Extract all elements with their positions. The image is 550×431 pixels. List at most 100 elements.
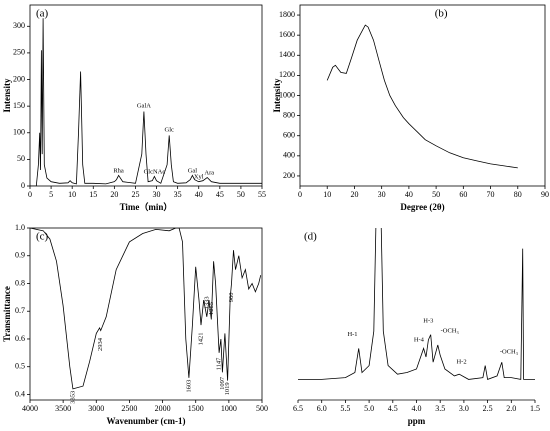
y-axis-label: Transmittance bbox=[2, 286, 12, 342]
y-tick-label: 150 bbox=[13, 101, 25, 110]
frame bbox=[299, 4, 546, 187]
x-tick-label: 1500 bbox=[188, 404, 204, 413]
x-tick-label: 35 bbox=[174, 190, 182, 199]
x-tick-label: 45 bbox=[216, 190, 224, 199]
x-tick-label: 10 bbox=[323, 190, 331, 199]
x-tick-label: 40 bbox=[195, 190, 203, 199]
y-tick-label: 1200 bbox=[279, 70, 295, 79]
y-tick-label: 0.4 bbox=[15, 389, 25, 398]
annotation: H-1 bbox=[347, 331, 357, 338]
annotation: -OCH₃ bbox=[500, 348, 518, 355]
x-tick-label: 50 bbox=[237, 190, 245, 199]
x-tick-label: 500 bbox=[256, 404, 268, 413]
x-tick-label: 40 bbox=[405, 190, 413, 199]
frame bbox=[29, 4, 263, 187]
data-line bbox=[326, 24, 518, 169]
annotation: 1097 bbox=[219, 376, 226, 390]
y-tick-label: 200 bbox=[283, 171, 295, 180]
y-tick-label: 0.9 bbox=[15, 251, 25, 260]
x-tick-label: 50 bbox=[432, 190, 440, 199]
y-axis-label: Intensity bbox=[2, 78, 12, 113]
x-tick-label: 2000 bbox=[155, 404, 171, 413]
y-tick-label: 100 bbox=[13, 128, 25, 137]
x-axis-label: Wavenumber (cm-1) bbox=[106, 416, 185, 426]
data-line bbox=[30, 18, 262, 186]
y-tick-label: 250 bbox=[13, 48, 25, 57]
x-tick-label: 20 bbox=[350, 190, 358, 199]
y-tick-label: 0 bbox=[21, 181, 25, 190]
annotation: 1603 bbox=[185, 380, 192, 393]
x-tick-label: 55 bbox=[258, 190, 266, 199]
annotation: H-2 bbox=[456, 359, 466, 366]
x-tick-label: 5 bbox=[49, 190, 53, 199]
y-tick-label: 0.5 bbox=[15, 362, 25, 371]
y-tick-label: 50 bbox=[17, 154, 25, 163]
annotation: GalA bbox=[137, 103, 151, 110]
plot-area bbox=[326, 24, 518, 169]
x-tick-label: 2500 bbox=[121, 404, 137, 413]
annotation: Xyl bbox=[194, 173, 204, 180]
panel-label: (b) bbox=[435, 8, 448, 20]
annotation: Ara bbox=[204, 170, 214, 177]
y-tick-label: 0.6 bbox=[15, 334, 25, 343]
annotation: 2934 bbox=[97, 337, 104, 351]
x-tick-label: 15 bbox=[89, 190, 97, 199]
x-tick-label: 90 bbox=[541, 190, 549, 199]
annotation: GlcNAc bbox=[144, 169, 166, 176]
x-tick-label: 0 bbox=[28, 190, 32, 199]
plot-area bbox=[30, 18, 262, 186]
y-tick-label: 1.0 bbox=[15, 223, 25, 232]
plot-area bbox=[298, 228, 535, 380]
x-axis-label: ppm bbox=[408, 416, 426, 426]
x-tick-label: 1.5 bbox=[530, 404, 540, 413]
y-tick-label: 400 bbox=[283, 151, 295, 160]
annotation: 1019 bbox=[224, 382, 231, 395]
x-tick-label: 3500 bbox=[55, 404, 71, 413]
y-axis-label: Intensity bbox=[272, 78, 282, 113]
y-tick-label: 1000 bbox=[279, 90, 295, 99]
y-tick-label: 200 bbox=[13, 74, 25, 83]
x-tick-label: 5.0 bbox=[364, 404, 374, 413]
annotation: H-4 bbox=[414, 336, 425, 343]
x-tick-label: 4.0 bbox=[412, 404, 422, 413]
plot-area bbox=[30, 228, 262, 390]
panel-label: (c) bbox=[36, 231, 49, 243]
y-tick-label: 1600 bbox=[279, 30, 295, 39]
annotation: 1147 bbox=[216, 357, 223, 371]
annotation: -OCH₃ bbox=[441, 328, 459, 335]
annotation: 1421 bbox=[197, 332, 204, 345]
annotation: Gal bbox=[188, 168, 198, 175]
annotation: 1265 bbox=[208, 302, 215, 315]
x-axis-label: Degree (2θ) bbox=[400, 202, 444, 212]
panel-label: (a) bbox=[36, 8, 49, 20]
annotation: H-3 bbox=[423, 317, 433, 324]
x-tick-label: 30 bbox=[378, 190, 386, 199]
x-tick-label: 80 bbox=[514, 190, 522, 199]
x-tick-label: 5.5 bbox=[340, 404, 350, 413]
x-tick-label: 2.0 bbox=[506, 404, 516, 413]
data-line bbox=[298, 228, 535, 380]
y-tick-label: 300 bbox=[13, 21, 25, 30]
annotation: 960 bbox=[228, 292, 235, 302]
y-tick-label: 0.8 bbox=[15, 278, 25, 287]
x-tick-label: 4000 bbox=[22, 404, 38, 413]
y-tick-label: 1800 bbox=[279, 10, 295, 19]
y-tick-label: 0.7 bbox=[15, 306, 25, 315]
x-tick-label: 3000 bbox=[88, 404, 104, 413]
annotation: 1333 bbox=[203, 296, 210, 309]
data-line bbox=[30, 228, 262, 390]
x-tick-label: 3.0 bbox=[459, 404, 469, 413]
y-tick-label: 800 bbox=[283, 110, 295, 119]
x-tick-label: 0 bbox=[298, 190, 302, 199]
panel-label: (d) bbox=[304, 231, 317, 243]
x-tick-label: 3.5 bbox=[435, 404, 445, 413]
x-tick-label: 6.0 bbox=[317, 404, 327, 413]
x-tick-label: 6.5 bbox=[293, 404, 303, 413]
annotation: Rha bbox=[113, 168, 124, 175]
annotation: 3353 bbox=[69, 391, 76, 404]
x-tick-label: 30 bbox=[153, 190, 161, 199]
annotation: Glc bbox=[165, 127, 175, 134]
x-tick-label: 60 bbox=[459, 190, 467, 199]
frame bbox=[29, 227, 263, 401]
